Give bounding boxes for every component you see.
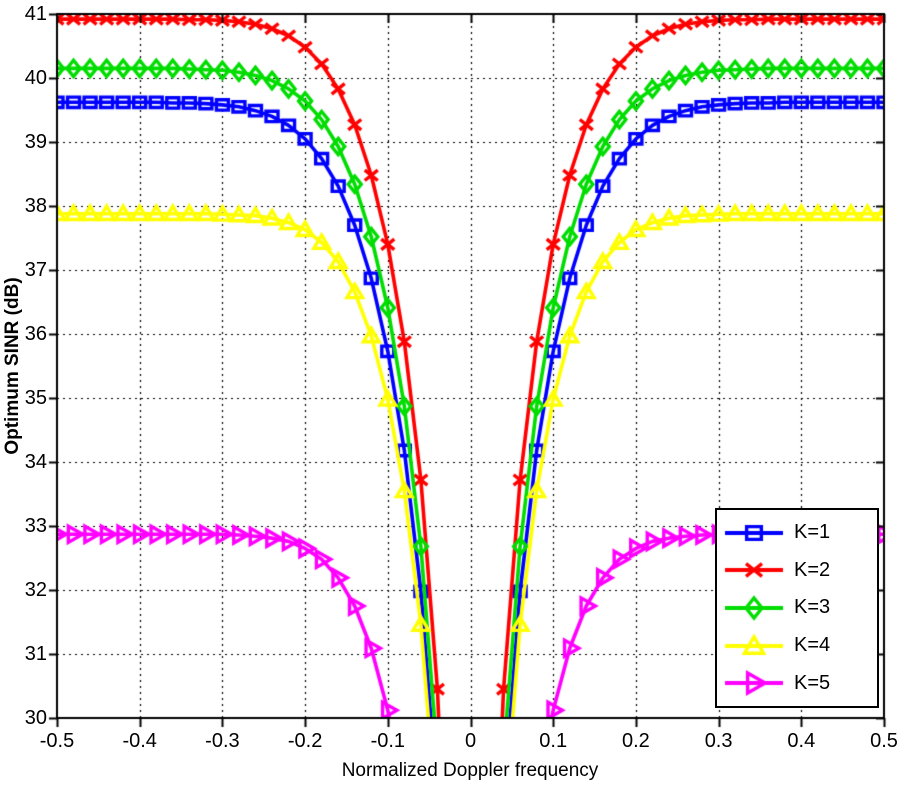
y-tick-label: 32 [24,579,47,601]
y-tick-label: 36 [24,323,47,345]
y-tick-label: 33 [24,515,47,537]
x-marker-icon [723,555,785,586]
legend-label: K=1 [794,521,831,544]
x-tick-label: -0.1 [370,730,406,752]
y-tick-label: 35 [24,387,47,409]
legend-label: K=2 [794,558,831,581]
y-tick-label: 34 [24,451,47,473]
y-tick-label: 40 [24,67,47,89]
x-tick-label: -0.4 [122,730,157,752]
y-axis-label: Optimum SINR (dB) [2,277,23,455]
legend-label: K=3 [794,596,831,619]
x-tick-label: -0.3 [205,730,240,752]
x-tick-label: 0.1 [539,730,568,752]
legend-box: K=1 K=2 K=3 K=4 K=5 [715,508,879,708]
legend-item-k3: K=3 [723,590,877,626]
x-tick-label: 0.2 [621,730,650,752]
x-tick-label: -0.2 [287,730,323,752]
legend-label: K=4 [794,634,831,657]
legend-item-k5: K=5 [723,665,877,701]
square-marker-icon [723,517,785,548]
diamond-marker-icon [723,592,785,623]
triangle-right-marker-icon [723,668,785,699]
y-tick-label: 37 [24,259,47,281]
x-tick-label: 0.5 [870,730,898,752]
y-tick-label: 31 [24,643,47,665]
x-axis-label: Normalized Doppler frequency [341,760,599,781]
x-tick-label: 0 [464,730,477,752]
legend-item-k4: K=4 [723,628,877,664]
y-tick-label: 38 [24,195,47,217]
y-tick-label: 30 [24,707,47,729]
y-tick-label: 39 [24,131,47,153]
triangle-up-marker-icon [723,630,785,661]
legend-item-k2: K=2 [723,552,877,588]
y-tick-label: 41 [24,3,47,25]
legend-item-k1: K=1 [723,515,877,551]
legend-label: K=5 [794,671,831,694]
x-tick-label: -0.5 [39,730,75,752]
x-tick-label: 0.3 [704,730,733,752]
x-tick-label: 0.4 [787,730,816,752]
